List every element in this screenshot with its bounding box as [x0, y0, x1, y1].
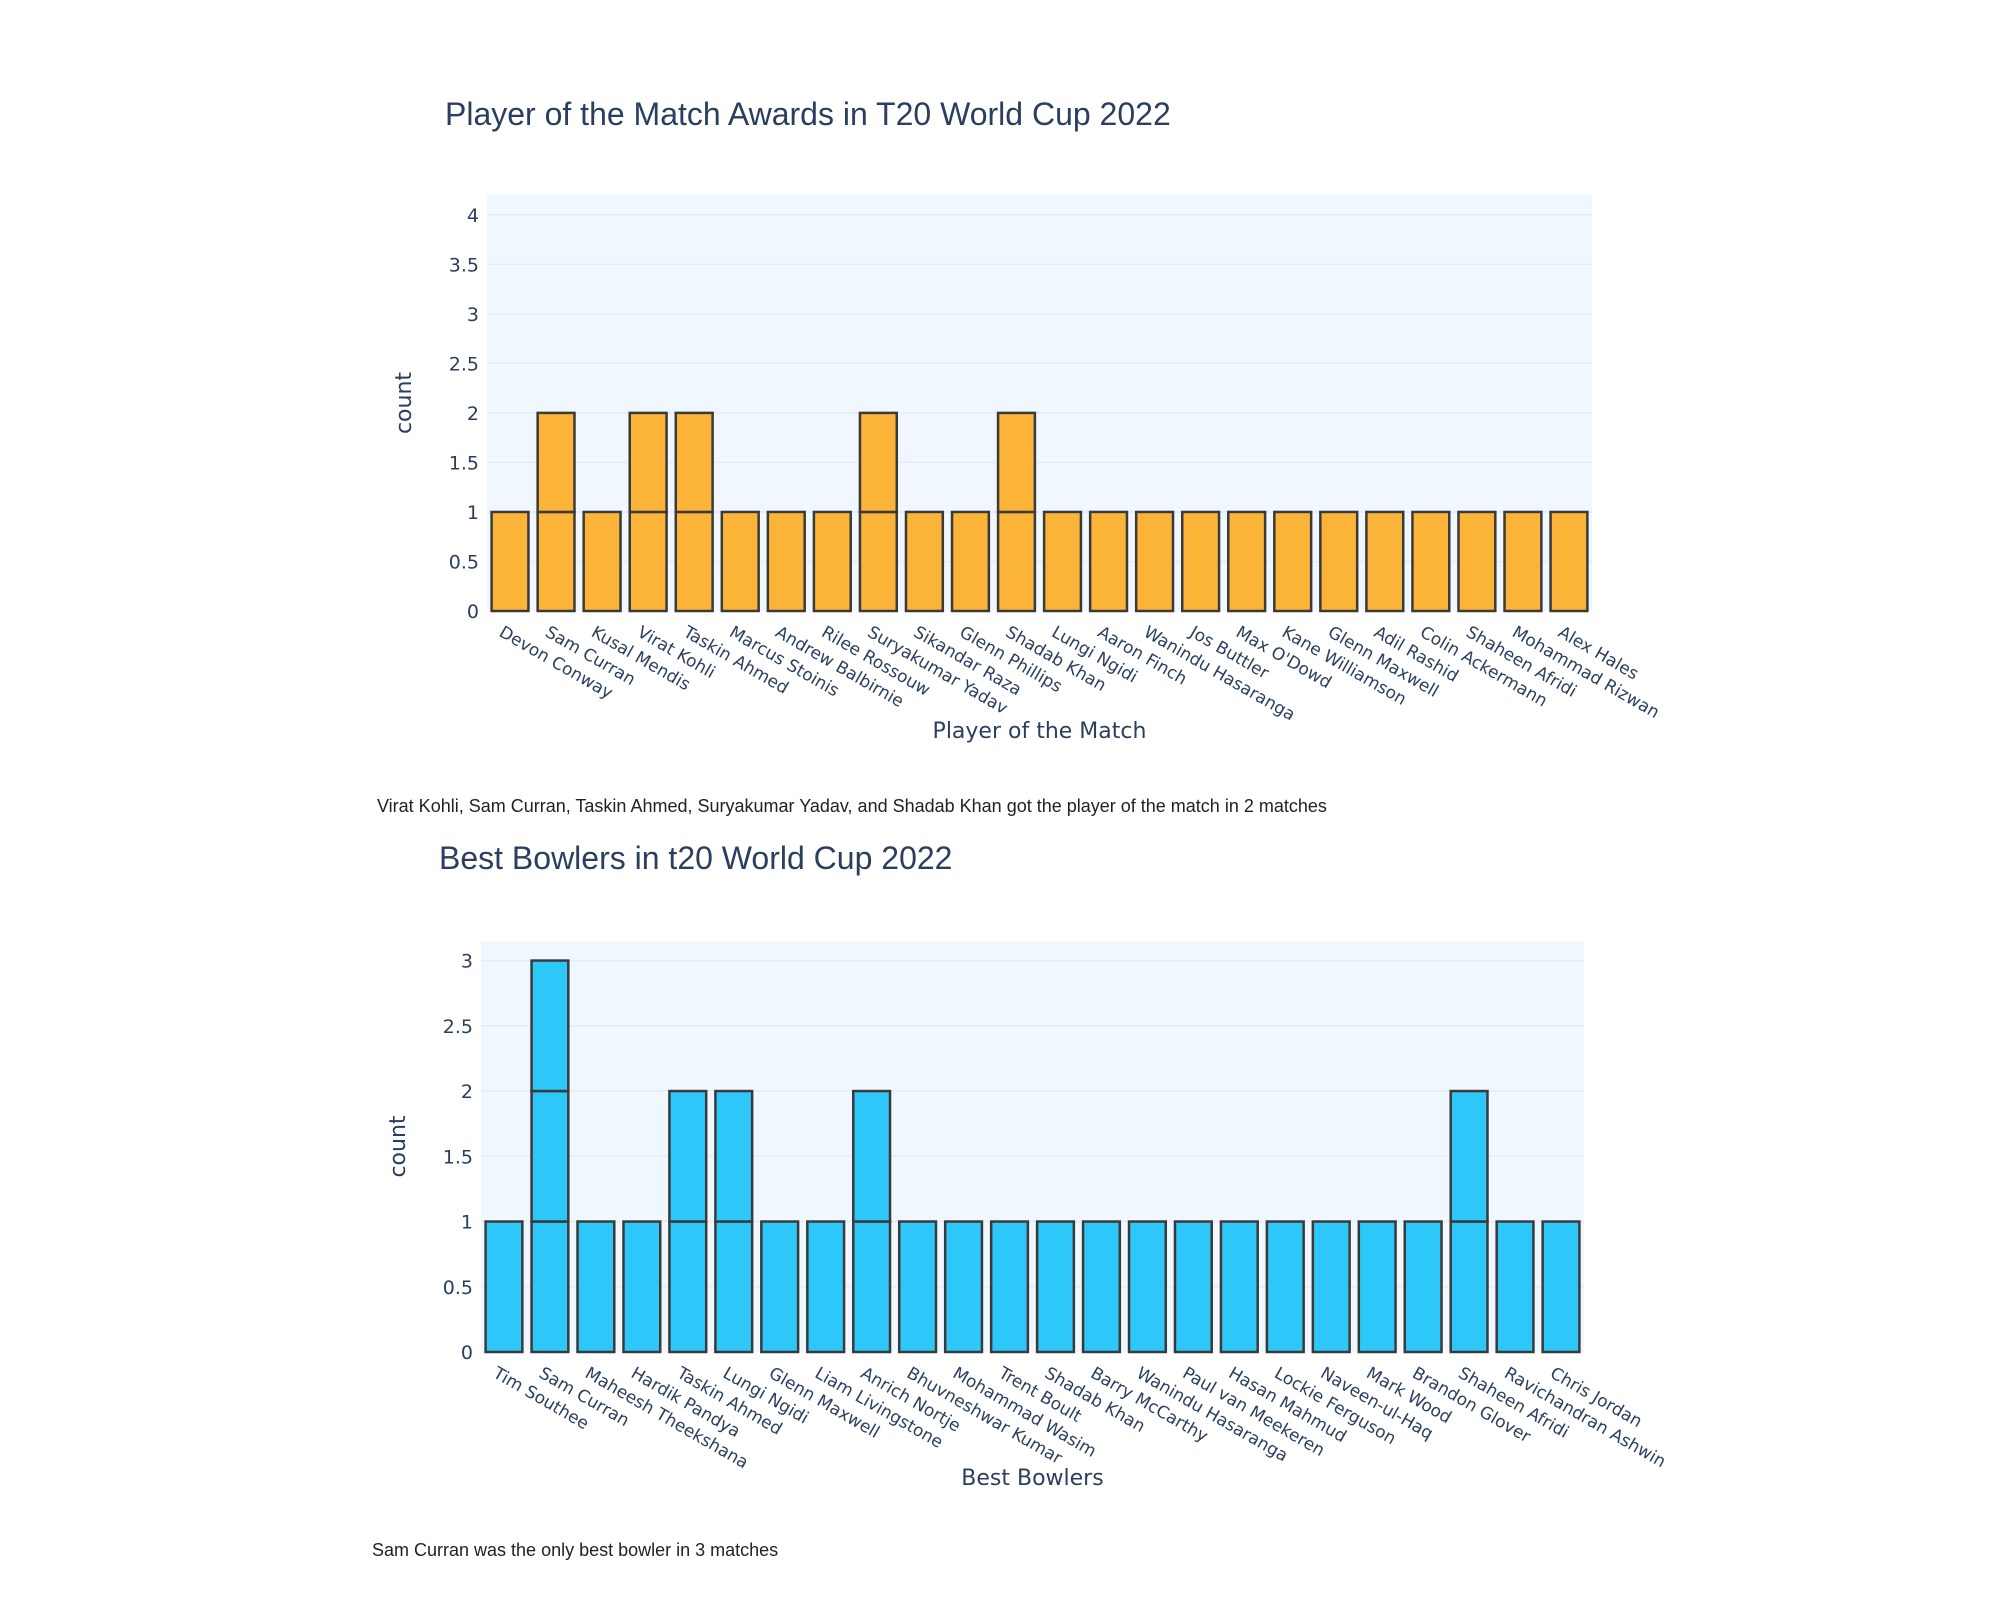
bar — [1449, 1089, 1489, 1223]
y-tick-label: 3 — [467, 304, 479, 326]
bar — [1541, 1220, 1581, 1354]
bar — [996, 411, 1037, 514]
bar — [1457, 510, 1497, 613]
bar — [714, 1220, 754, 1354]
bar — [1265, 1220, 1305, 1354]
bar — [1127, 1220, 1168, 1354]
y-tick-label: 4 — [467, 205, 479, 227]
bar — [1411, 510, 1451, 613]
y-tick-label: 0.5 — [443, 1277, 473, 1299]
bar — [1219, 1220, 1259, 1354]
bar — [628, 510, 668, 613]
bar — [720, 510, 760, 613]
bar — [812, 510, 852, 613]
bar — [1035, 1220, 1076, 1354]
bar — [1449, 1220, 1489, 1354]
plot-background — [481, 941, 1584, 1352]
bar — [530, 1220, 570, 1354]
bar — [943, 1220, 984, 1354]
bar — [1180, 510, 1221, 613]
chart-title: Best Bowlers in t20 World Cup 2022 — [439, 840, 953, 876]
bar — [806, 1220, 846, 1354]
bar — [576, 1220, 616, 1354]
y-axis-title: count — [386, 1115, 411, 1177]
bar — [536, 411, 576, 514]
y-tick-label: 1.5 — [443, 1146, 473, 1168]
bar — [989, 1220, 1030, 1354]
bar — [1173, 1220, 1213, 1354]
y-tick-label: 3 — [461, 951, 473, 973]
bar — [1273, 510, 1313, 613]
bar — [1227, 510, 1267, 613]
bar — [1319, 510, 1359, 613]
bar — [714, 1089, 754, 1223]
bar — [950, 510, 991, 613]
bar — [1088, 510, 1129, 613]
bar — [904, 510, 945, 613]
bar — [766, 510, 806, 613]
y-tick-label: 2.5 — [449, 353, 479, 375]
y-tick-label: 1.5 — [449, 452, 479, 474]
bar — [1549, 510, 1589, 613]
bar — [897, 1220, 938, 1354]
bar — [668, 1089, 708, 1223]
bar — [628, 411, 668, 514]
chart-title: Player of the Match Awards in T20 World … — [445, 96, 1171, 132]
bar — [760, 1220, 800, 1354]
bar — [1495, 1220, 1535, 1354]
bar — [1134, 510, 1175, 613]
y-tick-label: 2.5 — [443, 1016, 473, 1038]
y-axis-title: count — [392, 372, 417, 434]
y-tick-label: 0 — [461, 1342, 473, 1364]
y-tick-label: 2 — [467, 403, 479, 425]
bar — [674, 411, 714, 514]
bar — [668, 1220, 708, 1354]
chart-player-of-match: Player of the Match Awards in T20 World … — [377, 96, 1663, 816]
bar — [852, 1089, 892, 1223]
bar — [536, 510, 576, 613]
x-axis-title: Best Bowlers — [961, 1466, 1103, 1491]
bar — [1357, 1220, 1397, 1354]
y-tick-label: 1 — [467, 502, 479, 524]
bar — [852, 1220, 892, 1354]
bar — [530, 959, 570, 1093]
bar — [1365, 510, 1405, 613]
bar — [1403, 1220, 1443, 1354]
bar — [622, 1220, 662, 1354]
y-tick-label: 3.5 — [449, 254, 479, 276]
y-tick-label: 0 — [467, 601, 479, 623]
bar — [490, 510, 530, 613]
bar — [1081, 1220, 1122, 1354]
bar — [484, 1220, 524, 1354]
bar — [858, 411, 899, 514]
bar — [1042, 510, 1083, 613]
y-tick-label: 2 — [461, 1081, 473, 1103]
bar — [582, 510, 622, 613]
x-axis-title: Player of the Match — [933, 719, 1147, 744]
bar — [530, 1089, 570, 1223]
y-tick-label: 0.5 — [449, 551, 479, 573]
y-tick-label: 1 — [461, 1212, 473, 1234]
bar — [1311, 1220, 1351, 1354]
bar — [674, 510, 714, 613]
chart-caption: Sam Curran was the only best bowler in 3… — [372, 1540, 779, 1560]
bar — [1503, 510, 1543, 613]
chart-caption: Virat Kohli, Sam Curran, Taskin Ahmed, S… — [377, 796, 1327, 816]
